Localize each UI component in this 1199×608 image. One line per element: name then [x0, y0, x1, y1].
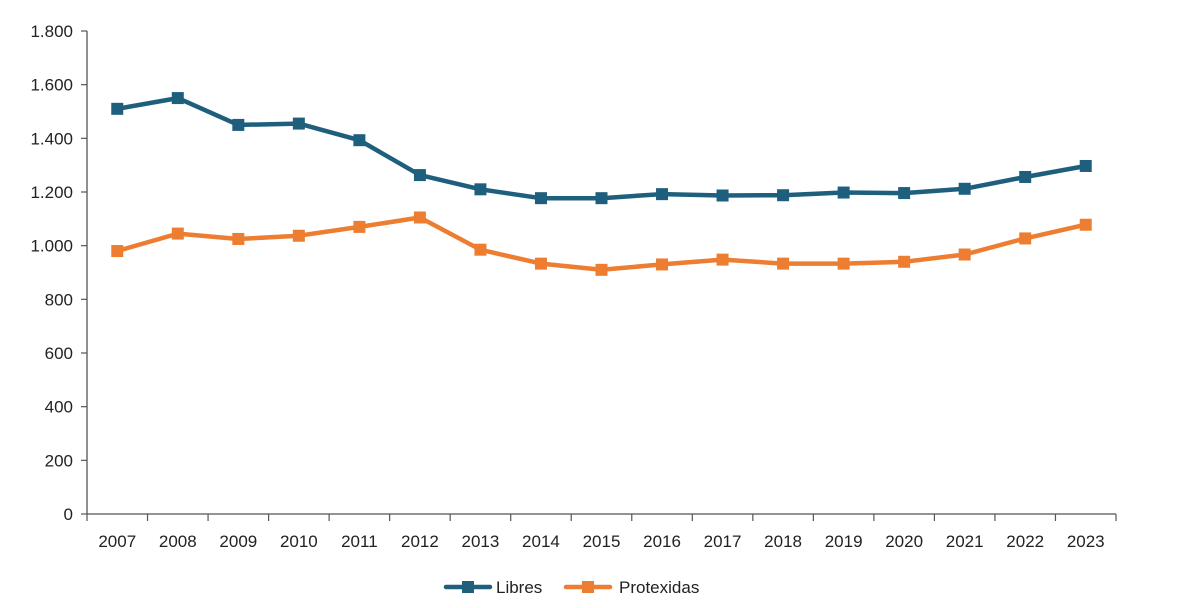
y-tick-label: 200	[45, 451, 73, 470]
data-point	[474, 243, 487, 256]
x-tick-label: 2012	[401, 532, 439, 551]
data-point	[413, 169, 426, 182]
axes	[86, 31, 1116, 515]
series-protexidas	[111, 211, 1092, 276]
x-tick-label: 2010	[280, 532, 318, 551]
series-line-libres	[115, 95, 1088, 201]
data-point	[413, 211, 426, 224]
data-point	[353, 134, 366, 147]
data-point	[232, 118, 245, 131]
x-tick-label: 2011	[341, 532, 378, 551]
y-axis-ticks: 0 200 400 600 800 1.000 1.200 1.400 1.600 1.800	[30, 22, 87, 524]
x-tick-label: 2009	[219, 532, 257, 551]
data-point	[232, 232, 245, 245]
x-tick-label: 2020	[885, 532, 923, 551]
data-point	[292, 117, 305, 130]
y-tick-label: 800	[45, 290, 73, 309]
y-tick-label: 1.200	[30, 183, 73, 202]
data-point	[656, 188, 669, 201]
data-point	[958, 182, 971, 195]
series-line-protexidas	[115, 215, 1088, 273]
data-point	[171, 92, 184, 105]
y-tick-label: 600	[45, 344, 73, 363]
data-point	[534, 192, 547, 205]
data-point	[1079, 159, 1092, 172]
data-point	[595, 263, 608, 276]
y-tick-label: 1.800	[30, 22, 73, 41]
x-axis-ticks: 2007 2008 2009 2010 2011 2012 2013 2014 2015 2016…	[86, 514, 1117, 551]
y-tick-label: 1.400	[30, 129, 73, 148]
legend-label: Libres	[496, 578, 542, 597]
y-tick-label: 0	[64, 505, 73, 524]
data-point	[716, 253, 729, 266]
series-layer	[111, 92, 1092, 276]
data-point	[595, 192, 608, 205]
data-point	[898, 187, 911, 200]
x-tick-label: 2013	[462, 532, 500, 551]
y-tick-label: 400	[45, 398, 73, 417]
data-point	[1079, 218, 1092, 231]
x-tick-label: 2018	[764, 532, 802, 551]
legend: Libres Protexidas	[443, 578, 699, 597]
legend-item-protexidas: Protexidas	[563, 578, 699, 597]
y-tick-label: 1.000	[30, 237, 73, 256]
data-point	[534, 257, 547, 270]
x-tick-label: 2022	[1006, 532, 1044, 551]
x-tick-label: 2014	[522, 532, 560, 551]
data-point	[958, 248, 971, 261]
data-point	[111, 245, 124, 258]
data-point	[353, 220, 366, 233]
legend-marker	[582, 581, 594, 593]
data-point	[1019, 232, 1032, 245]
x-tick-label: 2021	[946, 532, 984, 551]
data-point	[474, 183, 487, 196]
x-tick-label: 2007	[98, 532, 136, 551]
data-point	[292, 229, 305, 242]
x-tick-label: 2008	[159, 532, 197, 551]
x-tick-label: 2019	[825, 532, 863, 551]
data-point	[898, 255, 911, 268]
x-tick-label: 2023	[1067, 532, 1105, 551]
data-point	[171, 227, 184, 240]
series-libres	[111, 92, 1092, 205]
data-point	[1019, 170, 1032, 183]
legend-item-libres: Libres	[443, 578, 542, 597]
data-point	[716, 189, 729, 202]
x-tick-label: 2015	[583, 532, 621, 551]
data-point	[837, 257, 850, 270]
data-point	[837, 186, 850, 199]
data-point	[777, 189, 790, 202]
legend-label: Protexidas	[619, 578, 699, 597]
x-tick-label: 2017	[704, 532, 742, 551]
y-tick-label: 1.600	[30, 76, 73, 95]
data-point	[111, 102, 124, 115]
data-point	[656, 258, 669, 271]
x-tick-label: 2016	[643, 532, 681, 551]
data-point	[777, 257, 790, 270]
legend-marker	[462, 581, 474, 593]
